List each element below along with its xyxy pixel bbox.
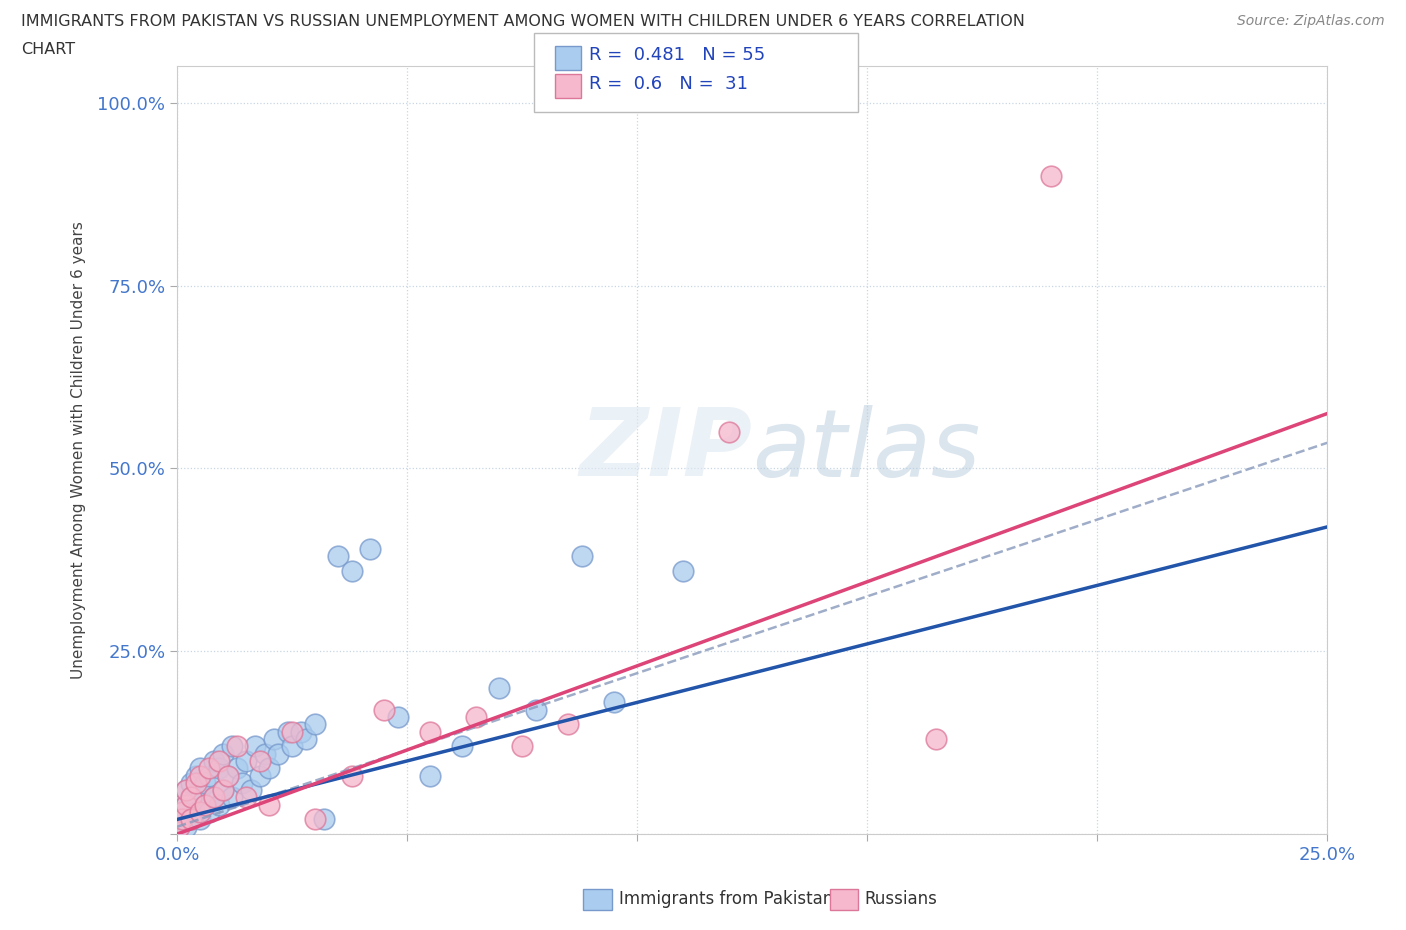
Point [176,797,198,812]
Point [249,768,271,783]
Point [184,768,207,783]
Point [217,768,239,783]
Point [253,746,276,761]
Point [169,819,191,834]
Point [180,812,202,827]
Point [245,738,267,753]
Point [373,702,395,717]
Point [340,564,363,578]
Point [170,812,193,827]
Point [180,790,202,805]
Point [257,761,280,776]
Point [290,724,312,739]
Text: ZIP: ZIP [579,405,752,496]
Point [281,724,304,739]
Point [212,783,235,798]
Point [202,790,225,805]
Point [184,804,207,819]
Point [925,732,948,747]
Point [180,812,202,827]
Point [170,804,193,819]
Point [170,808,193,823]
Point [281,738,304,753]
Point [198,804,221,819]
Point [257,797,280,812]
Point [170,816,193,830]
Text: R =  0.6   N =  31: R = 0.6 N = 31 [589,74,748,93]
Point [217,768,239,783]
Point [226,761,249,776]
Point [173,804,195,819]
Point [207,753,229,768]
Point [207,761,229,776]
Point [188,804,211,819]
Point [451,738,474,753]
Point [194,776,217,790]
Text: Russians: Russians [865,890,938,909]
Point [328,549,350,564]
Point [212,746,235,761]
Point [239,783,262,798]
Point [212,783,235,798]
Point [419,724,441,739]
Point [176,819,198,834]
Text: R =  0.481   N = 55: R = 0.481 N = 55 [589,46,765,64]
Point [176,797,198,812]
Point [263,732,285,747]
Point [188,761,211,776]
Point [557,717,579,732]
Text: IMMIGRANTS FROM PAKISTAN VS RUSSIAN UNEMPLOYMENT AMONG WOMEN WITH CHILDREN UNDER: IMMIGRANTS FROM PAKISTAN VS RUSSIAN UNEM… [21,14,1025,29]
Point [295,732,318,747]
Point [235,753,257,768]
Point [314,812,336,827]
Point [176,783,198,798]
Point [304,812,326,827]
Point [231,776,253,790]
Point [176,783,198,798]
Point [340,768,363,783]
Point [571,549,593,564]
Point [235,790,257,805]
Point [184,776,207,790]
Point [202,753,225,768]
Point [277,724,299,739]
Point [672,564,695,578]
Point [387,710,409,724]
Point [510,738,533,753]
Point [249,753,271,768]
Point [194,797,217,812]
Point [603,695,626,710]
Text: CHART: CHART [21,42,75,57]
Point [202,790,225,805]
Point [419,768,441,783]
Text: Source: ZipAtlas.com: Source: ZipAtlas.com [1237,14,1385,28]
Point [488,681,510,696]
Point [198,761,221,776]
Text: Immigrants from Pakistan: Immigrants from Pakistan [619,890,832,909]
Point [169,812,191,827]
Point [188,812,211,827]
Point [198,768,221,783]
Point [188,768,211,783]
Point [180,790,202,805]
Point [1040,168,1063,183]
Point [718,424,741,439]
Point [465,710,488,724]
Point [221,790,243,805]
Point [207,797,229,812]
Point [221,738,243,753]
Point [180,776,202,790]
Point [524,702,547,717]
Text: atlas: atlas [752,405,980,496]
Point [226,738,249,753]
Y-axis label: Unemployment Among Women with Children Under 6 years: Unemployment Among Women with Children U… [72,221,86,679]
Point [304,717,326,732]
Point [267,746,290,761]
Point [194,797,217,812]
Point [359,541,381,556]
Point [188,783,211,798]
